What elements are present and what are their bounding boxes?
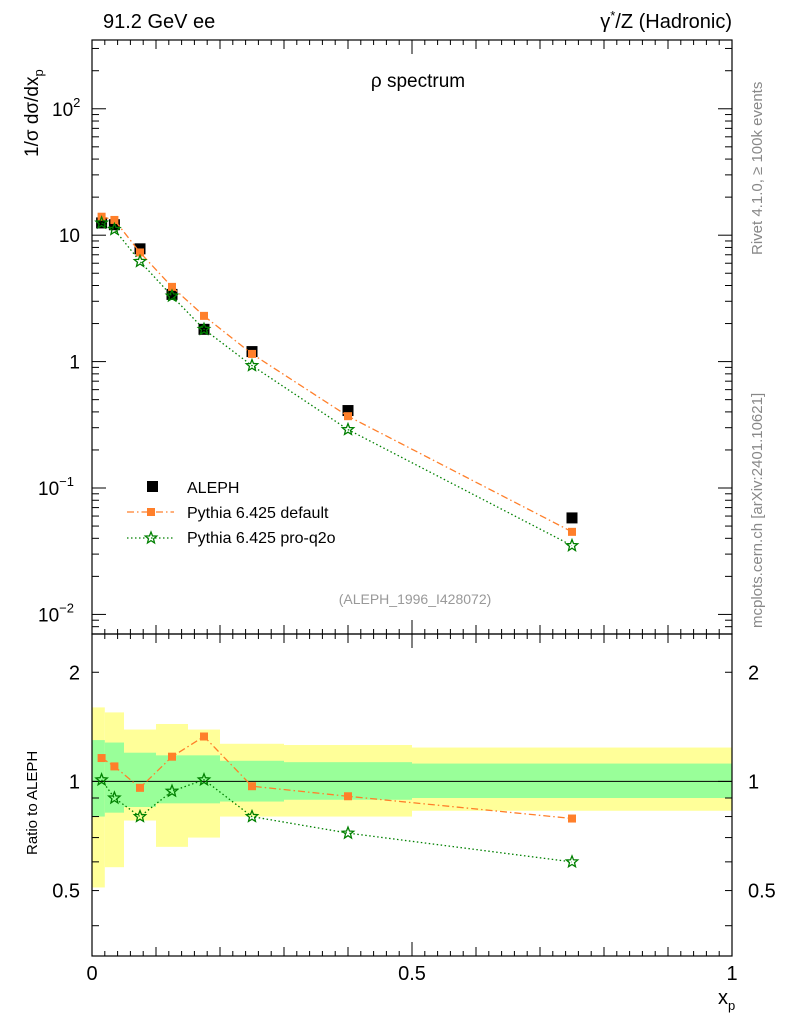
data-point-proq2o: [94, 215, 109, 230]
y-axis-label: 1/σ dσ/dxp: [22, 69, 46, 157]
y-tick-label: 10−2: [38, 600, 74, 626]
data-point-data: [566, 512, 578, 524]
header-energy-label: 91.2 GeV ee: [103, 11, 215, 33]
y-tick-label: 10−1: [38, 474, 74, 500]
analysis-tag: (ALEPH_1996_I428072): [339, 591, 492, 607]
legend-marker-default: [147, 508, 155, 516]
legend-star-shape: [143, 530, 159, 545]
y-tick-label-base: 10: [52, 100, 73, 121]
mcplots-reference-label: mcplots.cern.ch [arXiv:2401.10621]: [749, 393, 766, 628]
legend-label-proq2o: Pythia 6.425 pro-q2o: [187, 530, 336, 547]
data-point-proq2o: [107, 790, 122, 805]
data-point-proq2o: [164, 783, 180, 798]
uncertainty-band-inner: [124, 752, 156, 808]
data-point-default: [248, 782, 256, 791]
data-point-proq2o: [107, 221, 122, 236]
data-point-default: [248, 349, 256, 358]
uncertainty-band-inner: [412, 763, 732, 799]
rivet-version-label: Rivet 4.1.0, ≥ 100k events: [749, 82, 766, 255]
uncertainty-band-inner: [104, 742, 124, 813]
data-point-proq2o: [340, 421, 356, 436]
data-point-default: [200, 311, 208, 320]
data-point-proq2o: [132, 808, 148, 823]
data-point-default: [136, 783, 144, 792]
data-point-proq2o: [196, 321, 212, 336]
data-point-data: [166, 288, 178, 300]
y-tick-label-exponent: 2: [73, 95, 80, 110]
data-point-proq2o: [244, 808, 260, 823]
x-axis-label: xp: [718, 987, 735, 1013]
y-tick-label: 1: [69, 353, 80, 374]
y-tick-label-exponent: −1: [59, 474, 74, 489]
header-process-label: γ*/Z (Hadronic): [600, 8, 732, 33]
ratio-y-axis-label: Ratio to ALEPH: [24, 751, 41, 855]
y-tick-label: 10: [59, 226, 80, 247]
ratio-y-tick-label-left: 2: [69, 662, 80, 684]
data-point-default: [344, 792, 352, 801]
data-point-proq2o: [564, 854, 580, 869]
legend-label-aleph: ALEPH: [187, 480, 239, 497]
data-point-default: [110, 762, 119, 771]
data-point-proq2o: [564, 537, 580, 552]
ratio-y-tick-label-right: 2: [748, 662, 759, 684]
y-tick-label: 102: [52, 95, 80, 121]
data-point-proq2o: [94, 771, 109, 787]
legend-label-default: Pythia 6.425 default: [187, 505, 329, 522]
data-point-proq2o: [164, 288, 180, 303]
ratio-panel: 0.5 0.5 1 1 2 2 0 0.5 1: [52, 633, 776, 985]
data-point-default: [344, 412, 352, 421]
chart-title: ρ spectrum: [371, 71, 465, 92]
data-point-default: [110, 215, 119, 224]
legend-marker-aleph: [147, 481, 158, 492]
series-line-default: [101, 216, 573, 533]
data-point-proq2o: [340, 825, 356, 840]
data-point-data: [342, 405, 354, 417]
y-tick-label-base: 10: [38, 479, 59, 500]
data-point-default: [200, 732, 208, 741]
y-tick-label-exponent: −2: [59, 600, 74, 615]
x-tick-label: 0.5: [398, 963, 426, 985]
ratio-y-tick-label-left: 0.5: [52, 881, 80, 903]
data-point-default: [97, 754, 106, 763]
legend-marker-proq2o: [143, 530, 159, 545]
ratio-y-tick-label-right: 1: [748, 771, 759, 793]
series-line-default: [101, 735, 573, 820]
data-point-default: [168, 752, 176, 761]
data-point-proq2o: [196, 771, 212, 787]
legend: ALEPH Pythia 6.425 default Pythia 6.425 …: [127, 480, 336, 547]
data-point-proq2o: [244, 357, 260, 372]
data-point-default: [136, 248, 144, 257]
data-point-default: [168, 282, 176, 291]
ratio-y-tick-label-left: 1: [69, 771, 80, 793]
y-tick-label-base: 10: [38, 605, 59, 626]
ratio-y-tick-label-right: 0.5: [748, 881, 776, 903]
data-point-default: [568, 814, 576, 823]
data-point-proq2o: [132, 253, 148, 268]
x-tick-label: 1: [726, 963, 737, 985]
uncertainty-band-inner: [156, 755, 188, 804]
series-line-proq2o: [101, 222, 573, 547]
x-tick-label: 0: [86, 963, 97, 985]
data-point-default: [568, 527, 576, 536]
